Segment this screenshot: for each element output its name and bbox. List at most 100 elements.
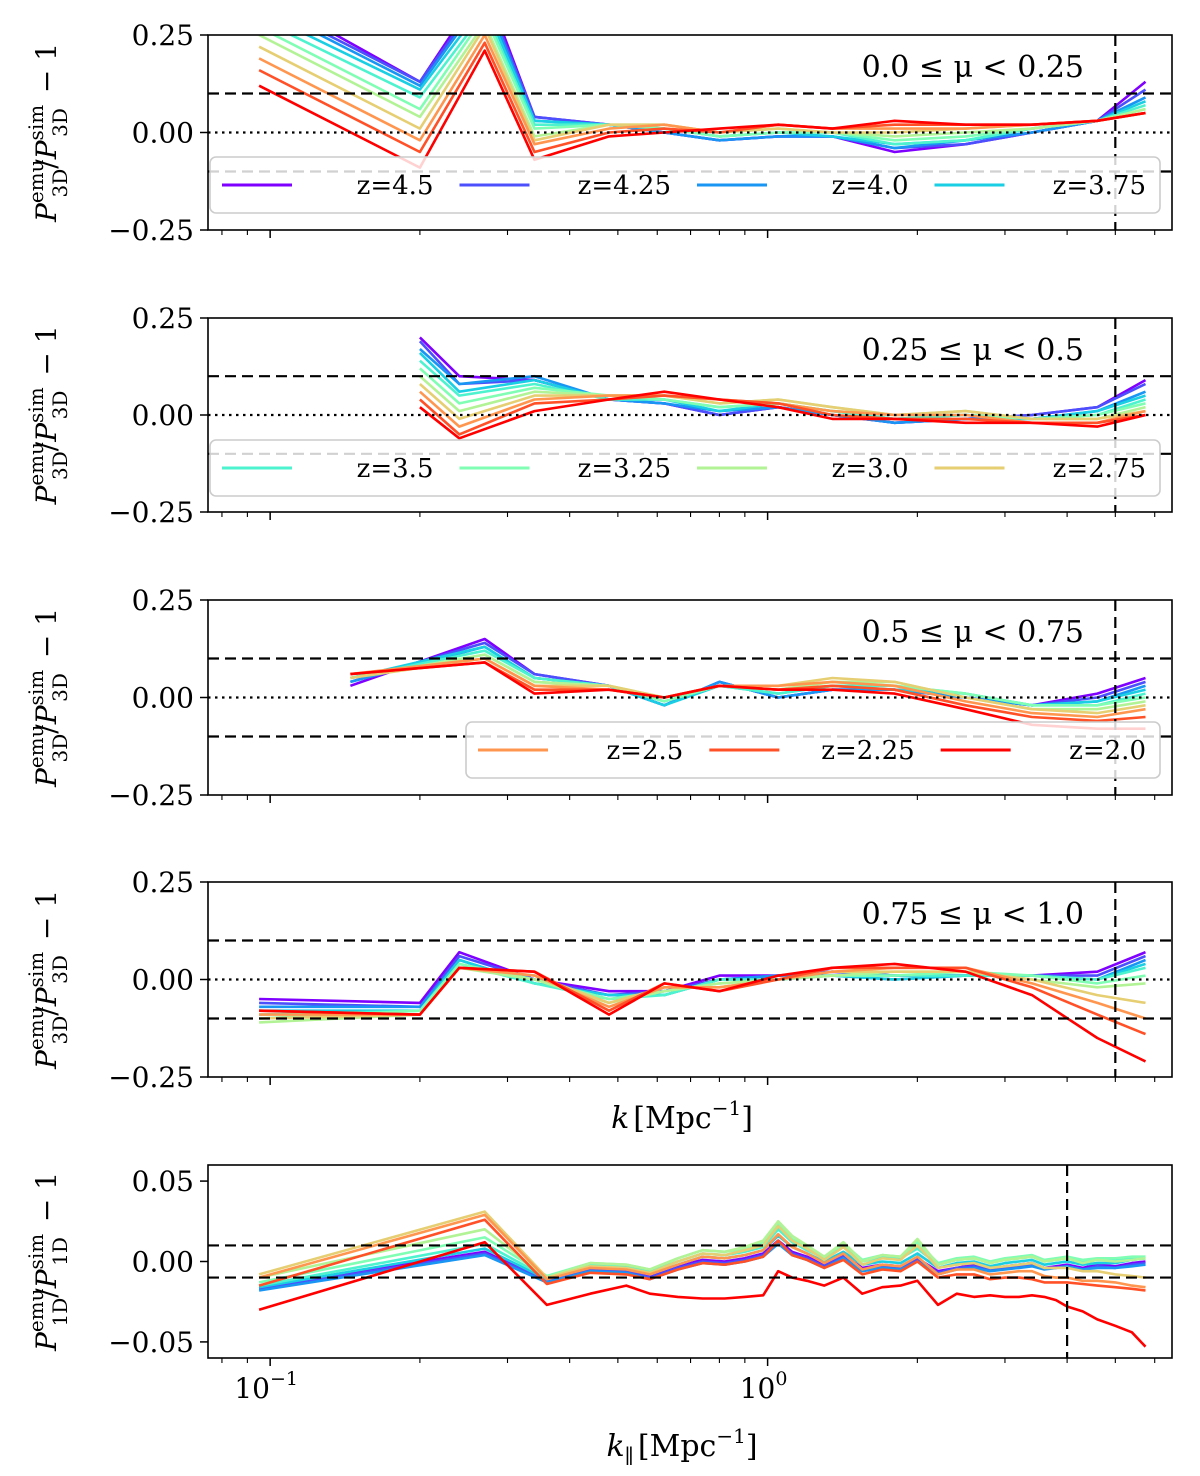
- x-tick-base: 10: [234, 1372, 270, 1405]
- legend-label: z=3.0: [832, 454, 909, 484]
- x-axis-label: k [Mpc−1]: [611, 1096, 753, 1136]
- y-tick-label: 0.25: [132, 866, 194, 899]
- mu-bin-label: 0.5 ≤ μ < 0.75: [862, 615, 1084, 650]
- xlabel-exponent: −1: [712, 1096, 741, 1120]
- x-axis-label: k∥ [Mpc−1]: [606, 1424, 757, 1468]
- xlabel-sub: ∥: [625, 1444, 634, 1468]
- x-tick-exponent: −1: [270, 1368, 298, 1390]
- y-axis-label: Pemu3D/Psim3D − 1: [24, 43, 72, 223]
- y-tick-label: 0.00: [132, 117, 194, 150]
- series-line: [258, 1240, 1147, 1348]
- legend-label: z=2.25: [821, 736, 914, 766]
- legend: z=3.5 z=3.25 z=3.0 z=2.75: [209, 439, 1161, 497]
- ylabel-tail: − 1: [30, 1172, 63, 1231]
- ylabel-tail: − 1: [30, 608, 63, 667]
- series-line: [258, 49, 1146, 169]
- series-line: [258, 1218, 1146, 1292]
- ylabel-slash: /: [30, 1288, 63, 1298]
- ylabel-slash: /: [30, 724, 63, 734]
- y-tick-label: 0.00: [132, 1246, 194, 1279]
- ylabel-sub: 3D: [48, 169, 72, 198]
- ylabel-P: P: [30, 202, 63, 223]
- plot-area: [208, 882, 1172, 1077]
- series-line: [350, 657, 1146, 719]
- y-tick-label: 0.00: [132, 682, 194, 715]
- ylabel-sup: sim: [24, 1234, 48, 1270]
- ylabel-sub: 3D: [48, 734, 72, 763]
- legend-label: z=3.5: [357, 454, 434, 484]
- ylabel-P: P: [30, 1268, 63, 1289]
- ylabel-sup: sim: [24, 387, 48, 423]
- ylabel-P: P: [30, 139, 63, 160]
- legend-label: z=3.25: [578, 454, 671, 484]
- ylabel-tail: − 1: [30, 43, 63, 102]
- plot-area: [208, 1165, 1172, 1358]
- y-axis-label: Pemu3D/Psim3D − 1: [24, 325, 72, 505]
- legend-box: [209, 439, 1161, 497]
- series-line: [419, 383, 1146, 421]
- x-tick-base: 10: [740, 1372, 776, 1405]
- y-tick-label: 0.00: [132, 964, 194, 997]
- xlabel-close: ]: [741, 1101, 753, 1136]
- series-line: [258, 1210, 1146, 1279]
- y-tick-label: −0.25: [108, 1061, 194, 1094]
- legend-label: z=2.75: [1053, 454, 1146, 484]
- legend-label: z=4.0: [832, 171, 909, 201]
- ylabel-slash: /: [30, 159, 63, 169]
- panel-1: 0.25 0.00 −0.25 Pemu3D/Psim3D − 1 0.0 ≤ μ < …: [24, 19, 1173, 247]
- mu-bin-label: 0.0 ≤ μ < 0.25: [862, 50, 1084, 85]
- legend-label: z=4.5: [357, 171, 434, 201]
- legend-label: z=2.5: [606, 736, 683, 766]
- ylabel-sub: 3D: [48, 451, 72, 480]
- ylabel-sub: 3D: [48, 673, 72, 702]
- y-axis-label: Pemu3D/Psim3D − 1: [24, 608, 72, 788]
- ylabel-tail: − 1: [30, 325, 63, 384]
- series-line: [419, 390, 1146, 440]
- ylabel-sup: emu: [24, 724, 48, 768]
- ylabel-P: P: [30, 986, 63, 1007]
- xlabel-units: [Mpc: [638, 1429, 716, 1464]
- series-line: [259, 962, 1147, 1063]
- ylabel-sub: 3D: [48, 955, 72, 984]
- ylabel-sub: 3D: [48, 391, 72, 420]
- y-tick-label: −0.25: [108, 214, 194, 247]
- legend-label: z=3.75: [1053, 171, 1146, 201]
- ylabel-P: P: [30, 704, 63, 725]
- ylabel-tail: − 1: [30, 890, 63, 949]
- x-tick-label: 100: [740, 1368, 788, 1405]
- legend-label: z=4.25: [578, 171, 671, 201]
- y-tick-label: −0.25: [108, 496, 194, 529]
- x-tick-label: 10−1: [234, 1368, 298, 1405]
- xlabel-close: ]: [746, 1429, 758, 1464]
- series-line: [258, 1220, 1146, 1279]
- ylabel-sub: 3D: [48, 108, 72, 137]
- y-axis-label: Pemu3D/Psim3D − 1: [24, 890, 72, 1070]
- y-tick-label: 0.00: [132, 399, 194, 432]
- ylabel-sub: 1D: [48, 1298, 72, 1327]
- xlabel-exponent: −1: [716, 1424, 745, 1448]
- ylabel-sup: sim: [24, 952, 48, 988]
- ylabel-P: P: [30, 1049, 63, 1070]
- ylabel-slash: /: [30, 1006, 63, 1016]
- ylabel-slash: /: [30, 441, 63, 451]
- ylabel-sub: 3D: [48, 1016, 72, 1045]
- ylabel-P: P: [30, 485, 63, 506]
- legend-box: [465, 721, 1161, 779]
- mu-bin-label: 0.25 ≤ μ < 0.5: [862, 333, 1084, 368]
- ylabel-P: P: [30, 1331, 63, 1352]
- y-tick-label: 0.25: [132, 19, 194, 52]
- ylabel-sup: emu: [24, 1288, 48, 1332]
- legend-box: [209, 156, 1161, 214]
- mu-bin-label: 0.75 ≤ μ < 1.0: [862, 897, 1084, 932]
- ylabel-sub: 1D: [48, 1237, 72, 1266]
- xlabel-units: [Mpc: [633, 1101, 711, 1136]
- series-line: [317, 35, 1147, 150]
- ylabel-P: P: [30, 767, 63, 788]
- xlabel-k: k: [611, 1101, 629, 1136]
- y-tick-label: 0.25: [132, 302, 194, 335]
- y-axis-label: Pemu1D/Psim1D − 1: [24, 1172, 72, 1352]
- legend: z=2.5 z=2.25 z=2.0: [465, 721, 1161, 779]
